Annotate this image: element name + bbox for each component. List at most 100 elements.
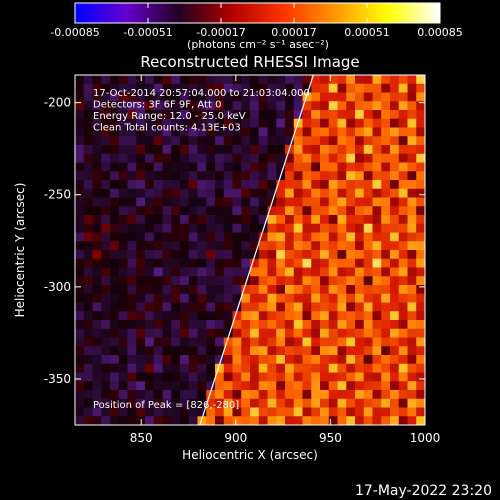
heatmap-cell [267, 223, 277, 233]
heatmap-cell [398, 311, 408, 321]
heatmap-cell [302, 276, 312, 286]
heatmap-cell [83, 162, 93, 172]
heatmap-cell [381, 337, 391, 347]
heatmap-cell [372, 153, 382, 163]
heatmap-cell [197, 75, 207, 85]
heatmap-cell [285, 118, 295, 128]
heatmap-cell [328, 232, 338, 242]
heatmap-cell [188, 398, 198, 408]
heatmap-cell [293, 328, 303, 338]
heatmap-cell [363, 372, 373, 382]
heatmap-cell [328, 153, 338, 163]
heatmap-cell [250, 75, 260, 85]
heatmap-cell [223, 223, 233, 233]
heatmap-cell [416, 92, 425, 102]
heatmap-cell [398, 320, 408, 330]
heatmap-cell [118, 188, 128, 198]
heatmap-cell [398, 162, 408, 172]
heatmap-cell [162, 355, 172, 365]
heatmap-cell [390, 363, 400, 373]
heatmap-cell [162, 416, 172, 425]
heatmap-cell [311, 285, 321, 295]
heatmap-cell [328, 258, 338, 268]
heatmap-cell [372, 232, 382, 242]
heatmap-cell [328, 145, 338, 155]
heatmap-cell [215, 145, 225, 155]
heatmap-cell [136, 363, 146, 373]
heatmap-cell [320, 337, 330, 347]
heatmap-cell [372, 215, 382, 225]
heatmap-cell [153, 285, 163, 295]
heatmap-cell [241, 197, 251, 207]
heatmap-cell [381, 355, 391, 365]
heatmap-cell [136, 398, 146, 408]
heatmap-cell [162, 232, 172, 242]
heatmap-cell [101, 162, 111, 172]
heatmap-cell [258, 110, 268, 120]
heatmap-cell [127, 92, 137, 102]
heatmap-cell [302, 381, 312, 391]
heatmap-cell [267, 136, 277, 146]
heatmap-cell [276, 320, 286, 330]
heatmap-cell [302, 372, 312, 382]
heatmap-cell [241, 223, 251, 233]
heatmap-cell [363, 337, 373, 347]
heatmap-cell [320, 188, 330, 198]
heatmap-cell [258, 355, 268, 365]
heatmap-cell [153, 153, 163, 163]
heatmap-cell [136, 223, 146, 233]
heatmap-cell [188, 320, 198, 330]
heatmap-cell [293, 75, 303, 85]
heatmap-cell [267, 355, 277, 365]
heatmap-cell [355, 153, 365, 163]
heatmap-cell [241, 215, 251, 225]
heatmap-cell [75, 75, 85, 85]
heatmap-cell [92, 241, 102, 251]
heatmap-cell [407, 407, 417, 417]
heatmap-cell [75, 188, 85, 198]
heatmap-cell [381, 162, 391, 172]
heatmap-cell [83, 258, 93, 268]
heatmap-cell [206, 293, 216, 303]
heatmap-cell [145, 320, 155, 330]
heatmap-cell [188, 188, 198, 198]
heatmap-cell [92, 162, 102, 172]
heatmap-cell [302, 293, 312, 303]
heatmap-cell [337, 188, 347, 198]
heatmap-cell [145, 101, 155, 111]
heatmap-cell [250, 407, 260, 417]
colorbar-tick-label: -0.00051 [123, 26, 172, 39]
heatmap-cell [267, 363, 277, 373]
heatmap-cell [311, 320, 321, 330]
annotation-block: 17-Oct-2014 20:57:04.000 to 21:03:04.000… [93, 88, 310, 134]
heatmap-cell [398, 232, 408, 242]
heatmap-cell [232, 328, 242, 338]
heatmap-cell [363, 407, 373, 417]
heatmap-cell [75, 302, 85, 312]
heatmap-cell [381, 398, 391, 408]
heatmap-cell [363, 110, 373, 120]
heatmap-cell [372, 328, 382, 338]
heatmap-cell [118, 215, 128, 225]
heatmap-cell [293, 127, 303, 137]
heatmap-cell [162, 407, 172, 417]
heatmap-cell [302, 101, 312, 111]
heatmap-cell [197, 180, 207, 190]
heatmap-cell [180, 153, 190, 163]
heatmap-cell [215, 153, 225, 163]
heatmap-cell [92, 285, 102, 295]
heatmap-cell [407, 363, 417, 373]
heatmap-cell [390, 171, 400, 181]
heatmap-cell [267, 372, 277, 382]
heatmap-cell [162, 215, 172, 225]
heatmap-cell [136, 372, 146, 382]
heatmap-cell [346, 302, 356, 312]
heatmap-cell [232, 416, 242, 425]
heatmap-cell [285, 197, 295, 207]
heatmap-cell [206, 127, 216, 137]
heatmap-cell [118, 407, 128, 417]
heatmap-cell [206, 197, 216, 207]
heatmap-cell [223, 346, 233, 356]
heatmap-cell [337, 241, 347, 251]
heatmap-cell [145, 407, 155, 417]
